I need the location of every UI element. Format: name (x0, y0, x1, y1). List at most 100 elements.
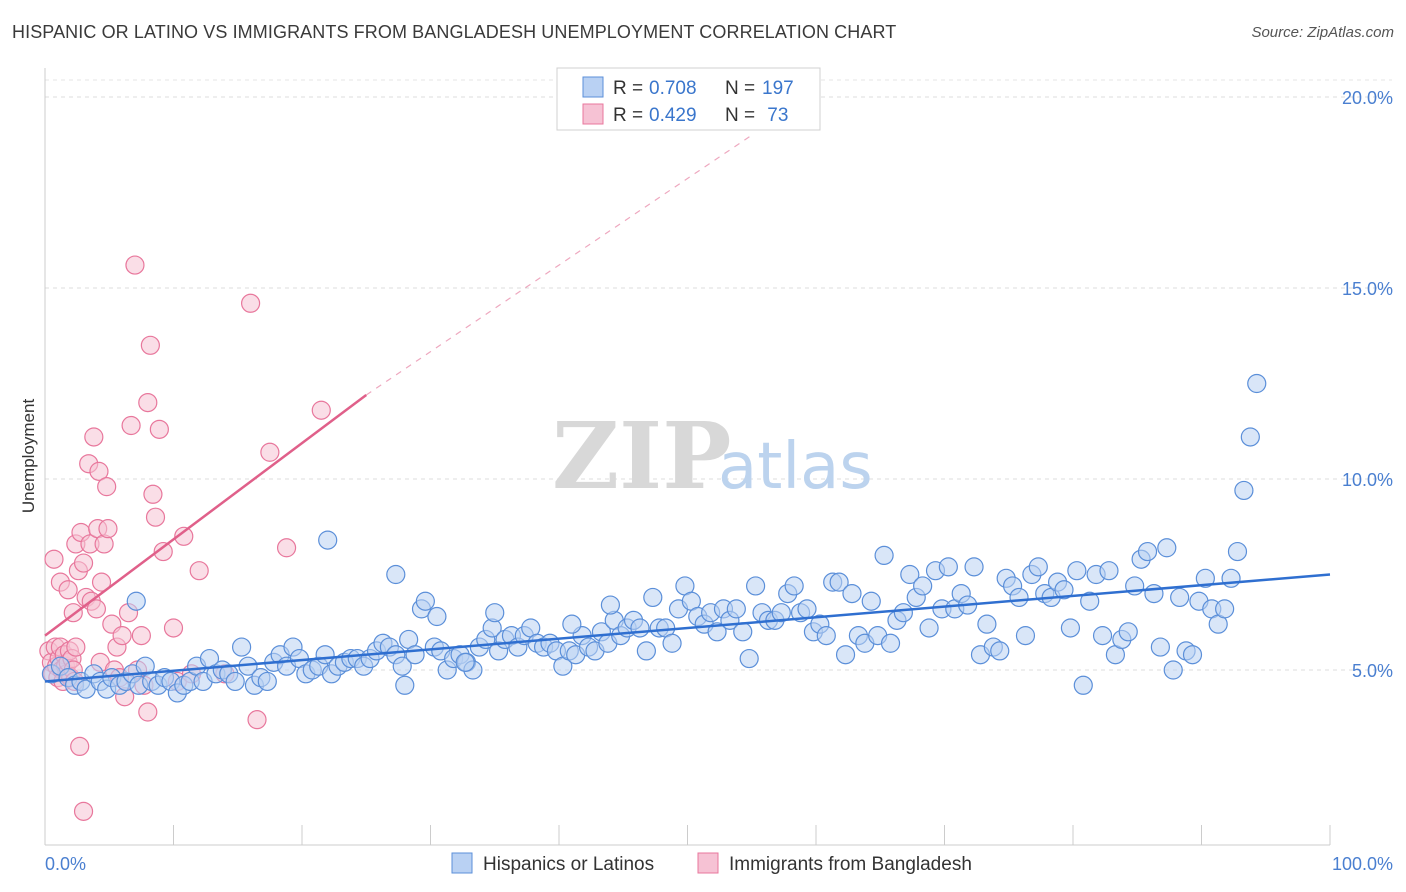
hispanic-point-186 (1240, 427, 1260, 447)
bangladesh-point-45 (112, 626, 132, 646)
hispanic-point-182 (1215, 599, 1235, 619)
bangladesh-point-19 (66, 637, 86, 657)
trendline-hispanic (44, 573, 1331, 683)
hispanic-point-106 (726, 599, 746, 619)
legend-swatch-pink (582, 103, 604, 125)
hispanic-point-150 (1009, 587, 1029, 608)
bottom-legend-swatch-pink (697, 852, 719, 874)
bangladesh-point-70 (70, 736, 90, 757)
hispanic-point-93 (643, 587, 663, 608)
watermark-atlas: atlas (718, 430, 873, 504)
hispanic-point-139 (938, 557, 958, 577)
legend-r-label-1: R = (613, 78, 643, 99)
hispanic-point-192 (427, 606, 447, 627)
hispanic-point-123 (835, 645, 856, 665)
hispanic-point-91 (630, 618, 650, 638)
hispanic-point-143 (964, 557, 984, 577)
bangladesh-point-32 (84, 427, 104, 447)
y-tick-label-3: 20.0% (1342, 88, 1393, 108)
bangladesh-point-35 (89, 461, 109, 481)
legend-r-label-2: R = (613, 105, 643, 126)
chart-title: HISPANIC OR LATINO VS IMMIGRANTS FROM BA… (12, 22, 897, 42)
legend-swatch-blue (582, 76, 604, 98)
hispanic-point-132 (893, 603, 913, 623)
hispanic-point-122 (829, 572, 849, 592)
bangladesh-point-20 (44, 549, 64, 569)
bangladesh-point-61 (174, 526, 194, 546)
hispanic-point-92 (636, 641, 656, 661)
y-tick-label-1: 10.0% (1342, 470, 1393, 490)
series-bangladesh-points (39, 255, 331, 821)
bangladesh-point-54 (140, 335, 160, 355)
hispanic-point-164 (1099, 561, 1119, 581)
x-tick-label-1: 100.0% (1332, 854, 1393, 874)
grid-lines (45, 79, 1392, 671)
hispanic-point-189 (318, 530, 338, 550)
hispanic-point-54 (392, 656, 412, 676)
hispanic-point-190 (386, 564, 406, 585)
bottom-legend-hispanic: Hispanics or Latinos (483, 854, 654, 875)
bangladesh-point-53 (138, 393, 158, 413)
bangladesh-point-59 (163, 618, 184, 638)
hispanic-point-183 (1221, 568, 1241, 588)
tick-labels: 5.0% 10.0% 15.0% 20.0% 0.0% 100.0% (45, 88, 1393, 874)
hispanic-point-196 (600, 595, 621, 615)
hispanic-point-194 (485, 603, 505, 623)
hispanic-point-163 (1092, 626, 1113, 646)
hispanic-point-184 (1227, 541, 1248, 562)
hispanic-point-185 (1234, 480, 1254, 501)
bottom-legend-swatch-blue (451, 852, 473, 874)
y-axis-label: Unemployment (19, 399, 38, 514)
hispanic-point-29 (232, 637, 252, 657)
hispanic-point-129 (874, 545, 894, 566)
hispanic-point-157 (1054, 580, 1074, 600)
hispanic-point-33 (257, 671, 277, 692)
correlation-legend: R = 0.708 N = 197 R = 0.429 N = 73 (556, 67, 821, 131)
bangladesh-point-27 (73, 553, 94, 573)
hispanic-point-127 (861, 591, 881, 611)
hispanic-point-124 (842, 583, 862, 604)
hispanic-point-159 (1067, 561, 1087, 581)
legend-n-value-2: 73 (762, 105, 788, 126)
bangladesh-point-68 (276, 538, 297, 558)
y-tick-label-2: 15.0% (1342, 279, 1393, 299)
hispanic-point-158 (1060, 618, 1081, 638)
hispanic-point-28 (225, 671, 245, 692)
hispanic-point-151 (1015, 626, 1036, 646)
series-legend: Hispanics or Latinos Immigrants from Ban… (451, 852, 972, 875)
hispanic-point-172 (1150, 637, 1170, 657)
hispanic-point-147 (990, 641, 1010, 661)
hispanic-point-96 (662, 633, 682, 653)
hispanic-point-160 (1073, 675, 1093, 695)
hispanic-point-187 (1247, 373, 1267, 394)
hispanic-point-120 (816, 626, 836, 646)
axes (44, 68, 1331, 846)
legend-n-label-1: N = (725, 78, 755, 99)
hispanic-point-109 (746, 576, 766, 596)
hispanic-point-161 (1080, 591, 1100, 611)
hispanic-point-117 (797, 599, 817, 619)
bangladesh-point-63 (189, 561, 209, 581)
hispanic-point-135 (913, 576, 933, 596)
bangladesh-point-69 (311, 400, 331, 420)
hispanic-point-179 (1195, 568, 1215, 588)
hispanic-point-103 (707, 622, 727, 642)
bottom-legend-bangladesh: Immigrants from Bangladesh (729, 854, 972, 875)
bangladesh-point-71 (73, 801, 94, 821)
bangladesh-point-33 (86, 599, 107, 619)
x-tick-label-0: 0.0% (45, 854, 86, 874)
hispanic-point-170 (1137, 541, 1158, 562)
bangladesh-point-51 (131, 626, 151, 646)
bangladesh-point-37 (91, 572, 112, 592)
hispanic-point-133 (900, 564, 920, 585)
legend-r-value-1: 0.708 (649, 78, 697, 99)
hispanic-point-56 (405, 645, 425, 665)
legend-n-value-1: 197 (762, 78, 794, 99)
hispanic-point-191 (395, 675, 415, 695)
hispanic-point-107 (733, 622, 753, 642)
hispanic-point-130 (880, 633, 901, 653)
watermark-zip: ZIP (552, 402, 731, 510)
hispanic-point-113 (771, 603, 791, 623)
bangladesh-point-58 (153, 541, 173, 562)
